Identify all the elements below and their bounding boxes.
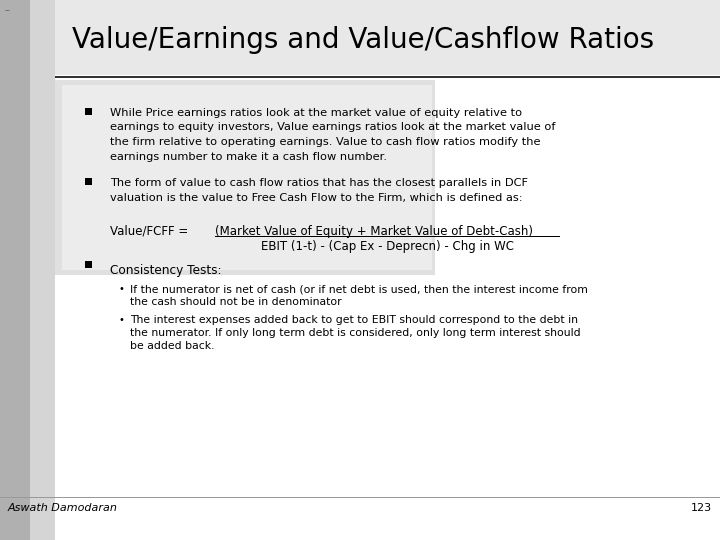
- Text: earnings number to make it a cash flow number.: earnings number to make it a cash flow n…: [110, 152, 387, 161]
- Bar: [55, 76, 720, 78]
- Text: Value/FCFF =: Value/FCFF =: [110, 225, 188, 238]
- Text: earnings to equity investors, Value earnings ratios look at the market value of: earnings to equity investors, Value earn…: [110, 123, 556, 132]
- Bar: [85, 108, 92, 115]
- Text: While Price earnings ratios look at the market value of equity relative to: While Price earnings ratios look at the …: [110, 108, 522, 118]
- Text: If the numerator is net of cash (or if net debt is used, then the interest incom: If the numerator is net of cash (or if n…: [130, 284, 588, 294]
- Bar: [85, 178, 92, 185]
- Bar: [55, 80, 435, 275]
- Text: EBIT (1-t) - (Cap Ex - Deprecn) - Chg in WC: EBIT (1-t) - (Cap Ex - Deprecn) - Chg in…: [261, 240, 514, 253]
- Text: valuation is the value to Free Cash Flow to the Firm, which is defined as:: valuation is the value to Free Cash Flow…: [110, 192, 523, 202]
- Bar: [30, 0, 55, 540]
- Bar: [215, 236, 560, 237]
- Bar: [55, 0, 720, 75]
- Text: •: •: [118, 315, 124, 325]
- Bar: [0, 0, 30, 540]
- Text: (Market Value of Equity + Market Value of Debt-Cash): (Market Value of Equity + Market Value o…: [215, 225, 533, 238]
- Text: Value/Earnings and Value/Cashflow Ratios: Value/Earnings and Value/Cashflow Ratios: [72, 26, 654, 54]
- Bar: [0, 496, 720, 498]
- Bar: [62, 85, 432, 270]
- Text: be added back.: be added back.: [130, 341, 215, 351]
- Text: the cash should not be in denominator: the cash should not be in denominator: [130, 297, 341, 307]
- Text: –: –: [5, 5, 10, 15]
- Text: Aswath Damodaran: Aswath Damodaran: [8, 503, 118, 513]
- Text: The form of value to cash flow ratios that has the closest parallels in DCF: The form of value to cash flow ratios th…: [110, 178, 528, 188]
- Text: the numerator. If only long term debt is considered, only long term interest sho: the numerator. If only long term debt is…: [130, 328, 580, 338]
- Text: Consistency Tests:: Consistency Tests:: [110, 264, 222, 277]
- Text: •: •: [118, 284, 124, 294]
- Text: the firm relative to operating earnings. Value to cash flow ratios modify the: the firm relative to operating earnings.…: [110, 137, 541, 147]
- Text: The interest expenses added back to get to EBIT should correspond to the debt in: The interest expenses added back to get …: [130, 315, 578, 325]
- Text: 123: 123: [691, 503, 712, 513]
- Bar: [85, 261, 92, 268]
